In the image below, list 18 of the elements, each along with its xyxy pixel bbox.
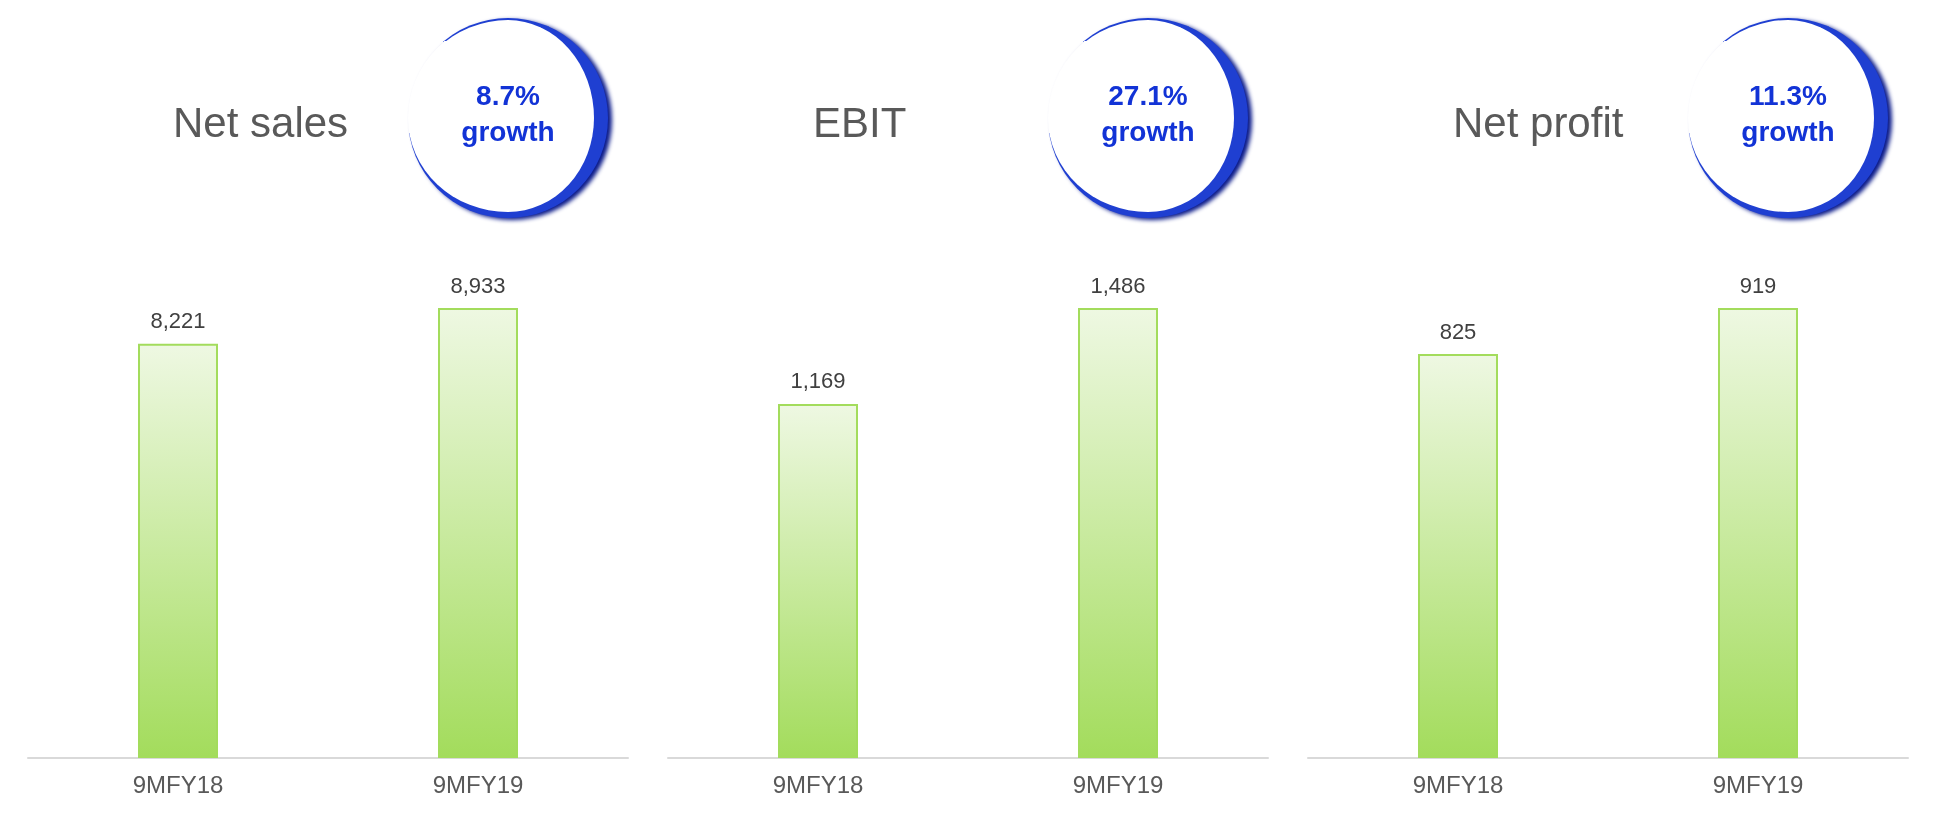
x-tick-label: 9MFY19 — [1712, 770, 1804, 798]
text: 27.1% growth — [1100, 79, 1196, 149]
data-label: 1,486 — [1090, 272, 1146, 298]
chart-title: Net sales — [173, 98, 349, 146]
data-label: 919 — [1739, 272, 1777, 298]
x-tick-label: 9MFY18 — [772, 770, 864, 798]
data-label: 8,933 — [450, 272, 506, 298]
text: 11.3% growth — [1740, 79, 1836, 149]
x-tick-label: 9MFY18 — [1412, 770, 1504, 798]
chart-title: EBIT — [813, 98, 907, 146]
chart-title: Net profit — [1453, 98, 1624, 146]
x-tick-label: 9MFY19 — [432, 770, 524, 798]
data-label: 825 — [1439, 318, 1477, 344]
x-tick-label: 9MFY18 — [132, 770, 224, 798]
data-label: 1,169 — [790, 368, 846, 394]
text: 8.7% growth — [460, 79, 556, 149]
x-tick-label: 9MFY19 — [1072, 770, 1164, 798]
data-label: 8,221 — [150, 308, 206, 334]
